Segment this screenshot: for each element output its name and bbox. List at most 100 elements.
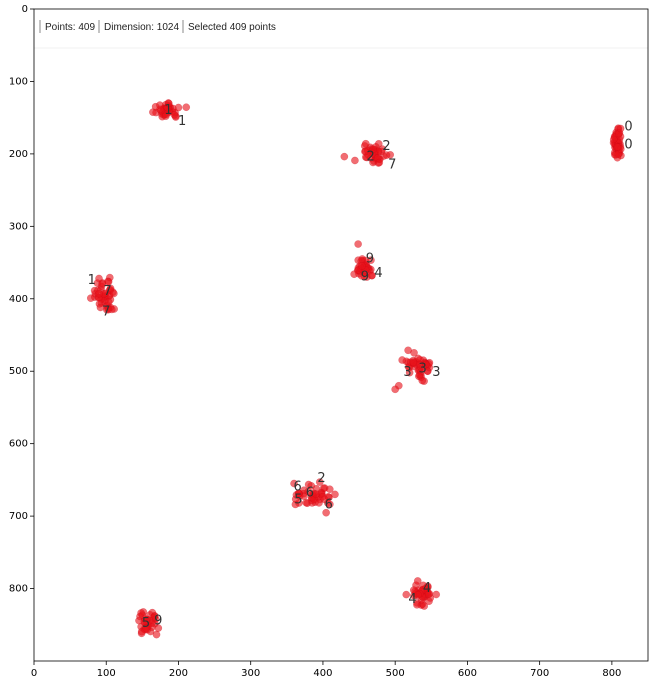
- cluster-label: 6: [294, 480, 302, 495]
- y-tick-label: 800: [9, 584, 28, 595]
- data-point: [375, 158, 384, 167]
- x-tick-label: 200: [169, 668, 188, 679]
- cluster-label: 7: [102, 304, 110, 319]
- cluster-label: 0: [624, 120, 632, 135]
- data-point-cluster-7: [420, 602, 429, 610]
- data-point-cluster-6: [331, 490, 339, 499]
- data-point-cluster-5: [409, 358, 418, 367]
- cluster-label: 1: [164, 103, 172, 118]
- data-point-cluster-2: [351, 156, 359, 165]
- data-point-cluster-5: [421, 360, 430, 369]
- data-point-cluster-1: [609, 135, 618, 144]
- data-point-cluster-5: [410, 348, 418, 357]
- data-point-cluster-4: [354, 240, 362, 248]
- cluster-label: 3: [403, 365, 411, 380]
- data-point-cluster-6: [312, 490, 320, 498]
- data-point-cluster-3: [106, 284, 115, 293]
- data-point-cluster-3: [86, 294, 95, 303]
- cluster-label: 6: [306, 485, 314, 500]
- data-point: [391, 385, 400, 394]
- cluster-label: 7: [104, 284, 112, 299]
- data-point-cluster-4: [368, 271, 376, 280]
- cluster-label: 3: [418, 362, 426, 377]
- data-point-cluster-2: [386, 150, 395, 159]
- plot-frame: [33, 8, 649, 662]
- x-tick-label: 300: [241, 668, 260, 679]
- data-point-cluster-4: [367, 256, 375, 265]
- data-point-cluster-2: [361, 139, 370, 148]
- axes: 0 100 200 300 400 500 600 700 800010020030040050…: [9, 4, 649, 679]
- data-point-cluster-3: [98, 280, 107, 288]
- cluster-label: 1: [88, 273, 96, 288]
- y-tick-label: 500: [9, 366, 28, 377]
- cluster-label: 0: [624, 138, 632, 153]
- data-point-cluster-2: [340, 152, 349, 161]
- dimension-label: Dimension: 1024: [104, 22, 179, 33]
- data-point-cluster-0: [161, 112, 170, 121]
- data-point-cluster-6: [320, 495, 329, 504]
- data-point: [290, 479, 298, 488]
- cluster-label: 2: [317, 471, 325, 486]
- x-tick-label: 100: [97, 668, 116, 679]
- cluster-label: 1: [178, 114, 186, 129]
- data-point-cluster-8: [137, 609, 145, 617]
- data-point: [95, 274, 103, 283]
- x-tick-label: 700: [530, 668, 549, 679]
- data-point-cluster-6: [304, 487, 313, 496]
- selected-points-label: Selected 409 points: [188, 22, 276, 33]
- data-point-cluster-7: [413, 600, 421, 609]
- x-tick-label: 800: [602, 668, 621, 679]
- data-point-cluster-1: [613, 143, 622, 151]
- cluster-label: 5: [294, 493, 302, 508]
- data-point: [616, 124, 625, 133]
- data-point: [423, 367, 432, 376]
- data-point-cluster-3: [107, 305, 116, 314]
- data-point-cluster-5: [398, 356, 407, 364]
- data-point-cluster-5: [414, 372, 423, 381]
- data-point-cluster-8: [142, 624, 151, 633]
- data-point-cluster-3: [104, 298, 113, 306]
- y-tick-label: 700: [9, 511, 28, 522]
- cluster-label: 4: [408, 592, 416, 607]
- data-point-cluster-3: [110, 289, 118, 298]
- points-count-label: Points: 409: [45, 22, 95, 33]
- cluster-label: 5: [142, 616, 150, 631]
- data-point-cluster-4: [360, 272, 369, 281]
- y-tick-label: 200: [9, 149, 28, 160]
- x-tick-label: 0: [31, 668, 37, 679]
- data-point-cluster-2: [361, 147, 369, 156]
- data-points: [86, 99, 625, 639]
- data-point-cluster-0: [170, 110, 179, 119]
- data-point-cluster-7: [413, 577, 422, 585]
- y-tick-label: 300: [9, 221, 28, 232]
- cluster-label: 9: [366, 251, 374, 266]
- cluster-label: 4: [423, 581, 431, 596]
- data-point-cluster-0: [164, 99, 173, 108]
- cluster-label: 6: [325, 498, 333, 513]
- data-point-cluster-6: [315, 499, 323, 507]
- data-point-cluster-0: [182, 103, 191, 112]
- data-point-cluster-4: [358, 262, 366, 270]
- data-point-cluster-8: [142, 617, 151, 626]
- data-point-cluster-6: [294, 489, 303, 498]
- x-tick-label: 600: [458, 668, 477, 679]
- status-bar: Points: 409 Dimension: 1024 Selected 409…: [34, 20, 648, 49]
- cluster-label: 2: [366, 149, 374, 164]
- data-point-cluster-7: [414, 590, 422, 599]
- cluster-label: 4: [374, 266, 382, 281]
- data-point: [174, 103, 183, 112]
- x-tick-label: 500: [386, 668, 405, 679]
- cluster-label: 7: [388, 157, 396, 172]
- y-tick-label: 0: [22, 4, 28, 15]
- data-point-cluster-7: [424, 590, 433, 599]
- cluster-label: 3: [432, 365, 440, 380]
- data-point-cluster-3: [95, 289, 103, 298]
- data-point-cluster-8: [152, 630, 161, 639]
- data-point-cluster-6: [322, 508, 330, 517]
- data-point-cluster-0: [151, 102, 160, 111]
- y-tick-label: 600: [9, 439, 28, 450]
- cluster-label: 2: [382, 139, 390, 154]
- x-tick-label: 400: [313, 668, 332, 679]
- data-point: [405, 368, 414, 377]
